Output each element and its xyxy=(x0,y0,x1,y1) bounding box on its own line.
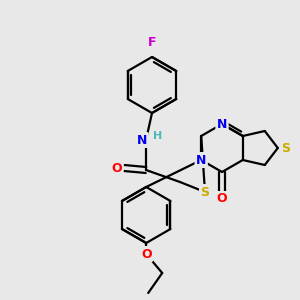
Text: O: O xyxy=(141,248,152,260)
Text: N: N xyxy=(196,154,206,166)
Text: S: S xyxy=(281,142,290,154)
Text: O: O xyxy=(217,193,227,206)
Text: O: O xyxy=(112,161,122,175)
Text: S: S xyxy=(200,185,209,199)
Text: H: H xyxy=(153,131,163,141)
Text: N: N xyxy=(137,134,147,146)
Text: N: N xyxy=(217,118,227,130)
Text: F: F xyxy=(148,37,156,50)
